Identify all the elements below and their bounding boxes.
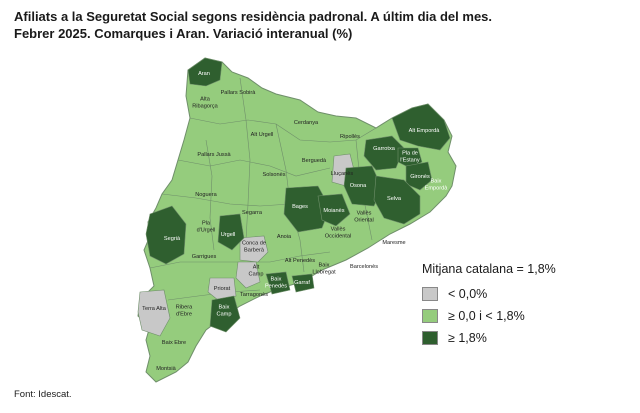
legend-label-grey: < 0,0% bbox=[448, 287, 488, 301]
legend-swatch-dark-green bbox=[422, 331, 438, 345]
label-garrotxa: Garrotxa bbox=[373, 146, 396, 152]
label-baix-ebre: Baix Ebre bbox=[162, 340, 186, 346]
label-alt-urgell: Alt Urgell bbox=[251, 132, 274, 138]
region-terra-alta bbox=[137, 289, 171, 337]
label-baix-llobregat: Baix Llobregat bbox=[312, 263, 336, 276]
label-ribera-ebre: Ribera d'Ebre bbox=[176, 305, 193, 318]
legend-label-light-green: ≥ 0,0 i < 1,8% bbox=[448, 309, 525, 323]
label-solsones: Solsonès bbox=[262, 172, 285, 178]
region-moianes bbox=[317, 193, 351, 227]
label-pla-estany: Pla de l'Estany bbox=[400, 151, 420, 164]
label-valles-oriental: Vallès Oriental bbox=[354, 211, 374, 224]
label-montsia: Montsià bbox=[156, 366, 176, 372]
label-bergueda: Berguedà bbox=[302, 158, 327, 164]
label-tarragones: Tarragonès bbox=[240, 292, 268, 298]
label-terra-alta: Terra Alta bbox=[142, 306, 167, 312]
label-ripolles: Ripollès bbox=[340, 134, 360, 140]
label-pla-urgell: Pla d'Urgell bbox=[197, 221, 216, 234]
label-selva: Selva bbox=[387, 196, 402, 202]
region-aran bbox=[187, 57, 223, 87]
legend-swatch-grey bbox=[422, 287, 438, 301]
region-selva bbox=[373, 175, 421, 225]
label-barcelones: Barcelonès bbox=[350, 264, 378, 270]
label-noguera: Noguera bbox=[195, 192, 217, 198]
label-cerdanya: Cerdanya bbox=[294, 120, 319, 126]
legend-item-dark-green: ≥ 1,8% bbox=[422, 331, 487, 345]
region-alt-emporda bbox=[391, 103, 451, 151]
label-osona: Osona bbox=[350, 183, 367, 189]
legend-mean-label: Mitjana catalana = 1,8% bbox=[422, 262, 556, 276]
legend-label-dark-green: ≥ 1,8% bbox=[448, 331, 487, 345]
legend-item-light-green: ≥ 0,0 i < 1,8% bbox=[422, 309, 525, 323]
label-segarra: Segarra bbox=[242, 210, 263, 216]
region-girones bbox=[405, 161, 433, 191]
region-osona bbox=[343, 165, 383, 207]
region-garraf bbox=[291, 273, 315, 293]
region-labels: Aran Pallars Sobirà Alta Ribagorça Alt Ur… bbox=[142, 71, 448, 372]
label-pallars-jussa: Pallars Jussà bbox=[197, 152, 231, 158]
label-baix-emporda: Baix Empordà bbox=[425, 179, 449, 192]
label-conca-barbera: Conca de Barberà bbox=[242, 241, 266, 254]
map-title: Afiliats a la Seguretat Social segons re… bbox=[14, 8, 614, 42]
label-aran: Aran bbox=[198, 71, 210, 77]
label-garraf: Garraf bbox=[294, 280, 310, 286]
label-moianes: Moianès bbox=[323, 208, 344, 214]
label-segria: Segrià bbox=[164, 236, 181, 242]
label-garrigues: Garrigues bbox=[192, 254, 217, 260]
label-priorat: Priorat bbox=[214, 286, 231, 292]
label-alt-emporda: Alt Empordà bbox=[409, 128, 441, 134]
label-baix-camp: Baix Camp bbox=[217, 305, 232, 318]
label-valles-occidental: Vallès Occidental bbox=[325, 227, 351, 240]
label-alt-penedes: Alt Penedès bbox=[285, 258, 315, 264]
title-line-1: Afiliats a la Seguretat Social segons re… bbox=[14, 9, 493, 24]
label-pallars-sobira: Pallars Sobirà bbox=[221, 90, 257, 96]
legend-item-grey: < 0,0% bbox=[422, 287, 487, 301]
region-baix-penedes bbox=[265, 271, 291, 295]
region-conca-barbera bbox=[239, 235, 269, 263]
source-note: Font: Idescat. bbox=[14, 389, 72, 400]
region-urgell bbox=[217, 213, 245, 251]
label-alta-ribagorca: Alta Ribagorça bbox=[192, 97, 218, 110]
label-girones: Gironès bbox=[410, 174, 430, 180]
label-baix-penedes: Baix Penedès bbox=[265, 277, 287, 290]
label-urgell: Urgell bbox=[221, 232, 236, 238]
region-segria bbox=[145, 205, 187, 265]
title-line-2: Febrer 2025. Comarques i Aran. Variació … bbox=[14, 26, 353, 41]
region-baix-camp bbox=[209, 295, 241, 333]
label-maresme: Maresme bbox=[382, 240, 405, 246]
label-alt-camp: Alt Camp bbox=[249, 265, 264, 278]
label-anoia: Anoia bbox=[277, 234, 292, 240]
region-alt-camp-grey bbox=[235, 261, 261, 289]
legend-swatch-light-green bbox=[422, 309, 438, 323]
region-garrotxa bbox=[363, 135, 405, 171]
label-llucanes: Lluçanès bbox=[331, 171, 354, 177]
label-bages: Bages bbox=[292, 204, 308, 210]
